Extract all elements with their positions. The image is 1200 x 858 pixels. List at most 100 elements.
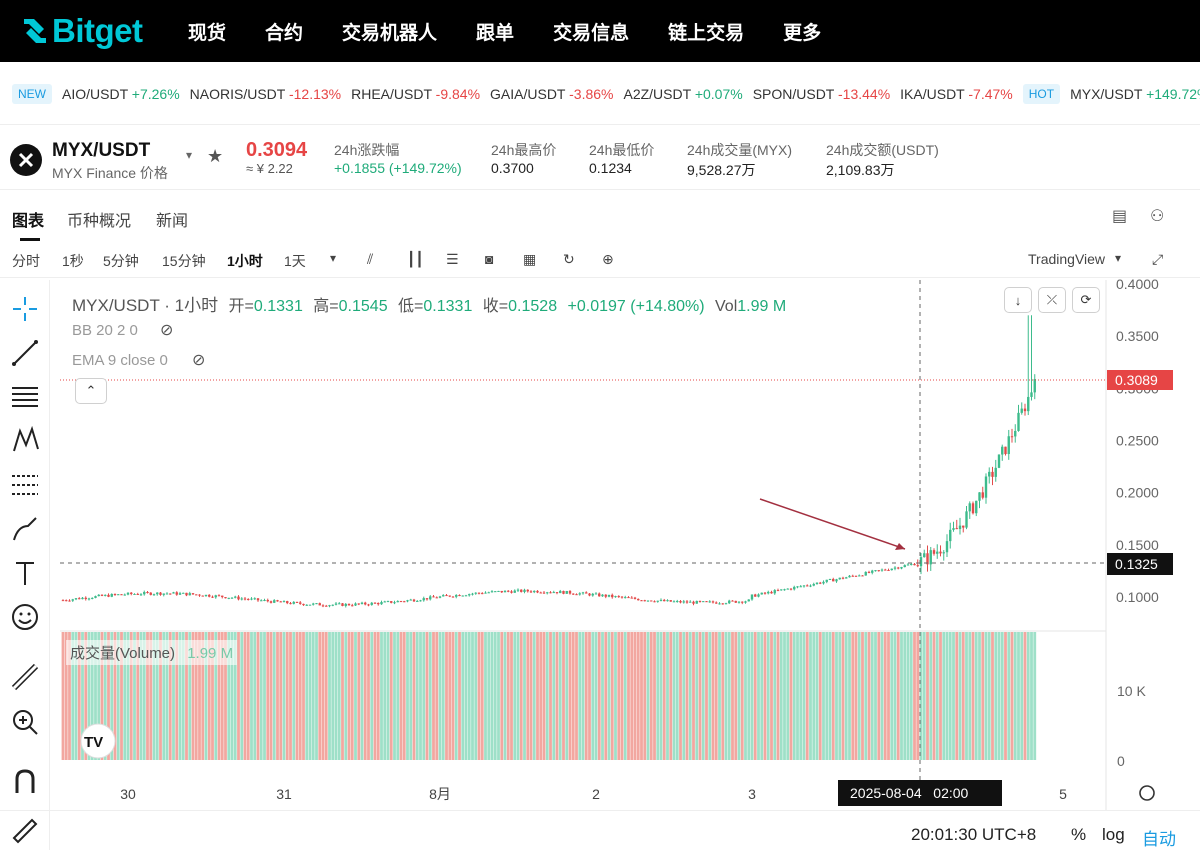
ticker-item[interactable]: SPON/USDT -13.44% [752, 86, 891, 102]
ema-indicator-label[interactable]: EMA 9 close 0 [72, 352, 168, 369]
calendar-icon[interactable]: ▦ [523, 251, 537, 267]
candle-body [445, 595, 448, 597]
ticker-item-hot[interactable]: MYX/USDT +149.72% [1070, 86, 1200, 102]
volume-bar [835, 632, 838, 760]
settings-icon[interactable]: ☰ [446, 251, 459, 267]
volume-bar [825, 632, 829, 760]
reset-icon[interactable]: ↻ [563, 251, 575, 267]
candle-body [942, 552, 945, 554]
volume-bar [162, 632, 166, 760]
candle-body [490, 591, 494, 593]
candle-body [984, 476, 988, 498]
text-icon[interactable] [8, 556, 42, 590]
collapse-legend-button[interactable]: ⌃ [75, 378, 107, 404]
interval-1s[interactable]: 1秒 [62, 253, 84, 269]
camera-icon[interactable]: ◙ [485, 251, 494, 267]
pattern-icon[interactable] [8, 423, 42, 457]
fib-lines-icon[interactable] [8, 380, 42, 414]
emoji-icon[interactable] [8, 600, 42, 634]
interval-5m[interactable]: 5分钟 [103, 253, 139, 269]
candle-body [1004, 446, 1007, 455]
stat-value-high: 0.3700 [491, 160, 534, 176]
pair-symbol[interactable]: MYX/USDT [52, 140, 151, 161]
candle-body [848, 575, 851, 578]
volume-bar [828, 632, 832, 760]
refresh-icon[interactable]: ⟳ [1072, 287, 1100, 313]
ruler-icon[interactable] [8, 660, 42, 694]
fullscreen-icon[interactable]: ⤢ [1152, 251, 1164, 267]
volume-bar [734, 632, 738, 760]
percent-toggle[interactable]: % [1071, 825, 1087, 844]
candle-body [126, 592, 130, 595]
star-icon[interactable]: ★ [207, 146, 224, 166]
tab-chart[interactable]: 图表 [12, 213, 45, 230]
volume-bar [766, 632, 770, 760]
chevron-down-icon[interactable]: ▾ [1115, 251, 1122, 265]
candle-body [858, 575, 861, 577]
bitget-logo[interactable]: Bitget [20, 12, 188, 50]
collapse-icon[interactable]: ⤫ [1038, 287, 1066, 313]
ticker-item[interactable]: IKA/USDT -7.47% [900, 86, 1013, 102]
interval-15m[interactable]: 15分钟 [162, 253, 206, 269]
arrow-down-icon[interactable]: ↓ [1004, 287, 1032, 313]
time-tick-label: 8月 [429, 786, 451, 802]
nav-more[interactable]: 更多 [783, 22, 822, 44]
ticker-item[interactable]: GAIA/USDT -3.86% [490, 86, 614, 102]
stat-label: 24h最低价 [589, 142, 655, 158]
candle-body [715, 602, 718, 604]
nav-spot[interactable]: 现货 [188, 22, 227, 44]
bb-indicator-label[interactable]: BB 20 2 0 [72, 322, 138, 339]
volume-bar [594, 632, 598, 760]
projection-icon[interactable] [8, 468, 42, 502]
nav-trading-info[interactable]: 交易信息 [553, 22, 630, 44]
tab-coin-overview[interactable]: 币种概况 [67, 213, 132, 230]
ticker-item[interactable]: RHEA/USDT -9.84% [351, 86, 481, 102]
volume-bar [282, 632, 286, 760]
candle-body [754, 594, 757, 597]
interval-1d[interactable]: 1天 [284, 253, 306, 269]
volume-bar [259, 632, 263, 760]
candle-body [737, 601, 741, 603]
indicator-icon[interactable]: ⫽ [367, 251, 374, 267]
notebook-icon[interactable]: ▤ [1112, 208, 1128, 225]
alert-icon[interactable]: ⚇ [1150, 208, 1165, 225]
chevron-down-icon[interactable]: ▾ [186, 148, 193, 162]
magnet-icon[interactable] [8, 765, 42, 799]
candle-body [474, 592, 477, 594]
lock-drawing-icon[interactable] [8, 810, 42, 844]
crosshair-price-tag-bg [1107, 553, 1173, 575]
volume-bar [467, 632, 471, 760]
interval-1h[interactable]: 1小时 [227, 253, 263, 269]
tab-news[interactable]: 新闻 [156, 213, 189, 230]
nav-onchain[interactable]: 链上交易 [668, 22, 745, 44]
ticker-item[interactable]: A2Z/USDT +0.07% [623, 86, 743, 102]
candle-type-icon[interactable]: ┃┃ [407, 251, 424, 267]
zoom-in-icon[interactable] [8, 705, 42, 739]
interval-timeline[interactable]: 分时 [12, 253, 40, 269]
eye-hidden-icon[interactable]: ⊘ [192, 352, 206, 369]
add-icon[interactable]: ⊕ [602, 251, 614, 267]
candle-body [172, 592, 175, 594]
auto-toggle[interactable]: 自动 [1142, 830, 1176, 849]
candle-body [861, 575, 864, 577]
trend-line-icon[interactable] [8, 336, 42, 370]
log-toggle[interactable]: log [1102, 825, 1125, 844]
volume-bar [217, 632, 221, 760]
ticker-item[interactable]: NAORIS/USDT -12.13% [189, 86, 342, 102]
volume-bar [760, 632, 764, 760]
nav-copy-trading[interactable]: 跟单 [476, 22, 515, 44]
volume-bar [588, 632, 591, 760]
nav-bots[interactable]: 交易机器人 [342, 22, 438, 44]
volume-bar [178, 632, 182, 760]
candle-body [747, 599, 750, 602]
candle-body [633, 597, 637, 599]
tradingview-selector[interactable]: TradingView [1028, 251, 1106, 267]
volume-bar [727, 632, 731, 760]
interval-dropdown-icon[interactable]: ▾ [330, 251, 337, 265]
eye-hidden-icon[interactable]: ⊘ [160, 322, 174, 339]
ticker-item[interactable]: AIO/USDT +7.26% [62, 86, 180, 102]
crosshair-icon[interactable] [8, 292, 42, 326]
brush-icon[interactable] [8, 512, 42, 546]
nav-futures[interactable]: 合约 [265, 22, 304, 44]
